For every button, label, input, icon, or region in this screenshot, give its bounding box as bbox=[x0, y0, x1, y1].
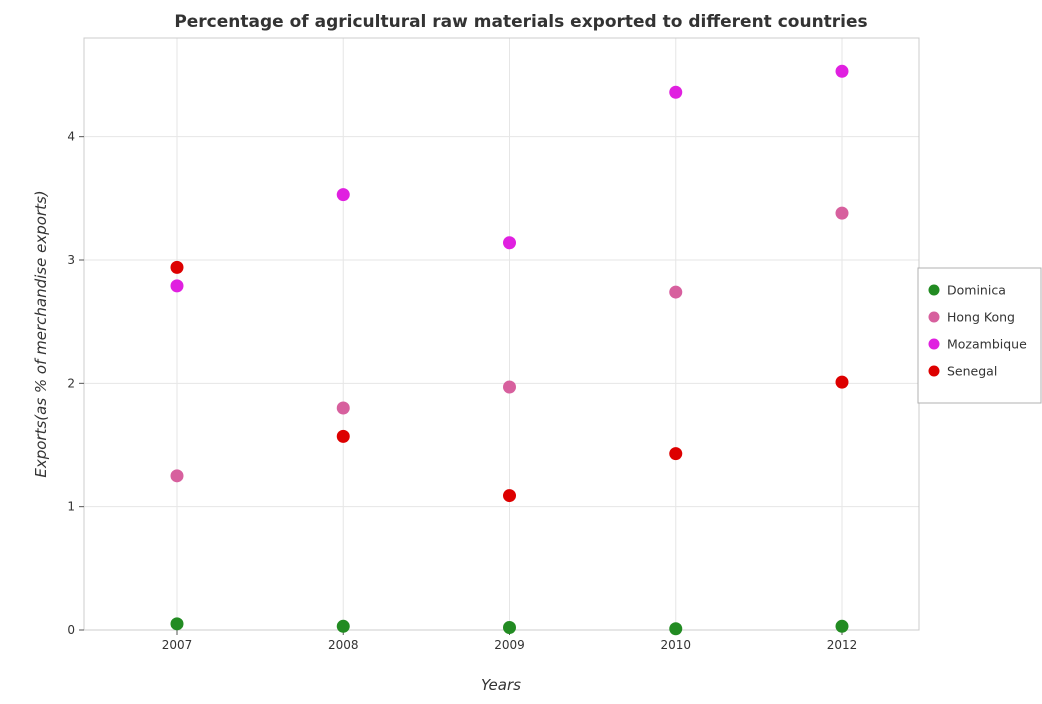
y-tick-label: 2 bbox=[67, 376, 75, 390]
x-tick-label: 2012 bbox=[827, 638, 858, 652]
x-axis-label: Years bbox=[481, 676, 521, 694]
series-mozambique bbox=[170, 64, 849, 293]
data-point bbox=[503, 489, 516, 503]
data-point bbox=[503, 236, 516, 250]
y-tick-label: 1 bbox=[67, 500, 75, 514]
data-point bbox=[669, 85, 683, 99]
legend-label: Mozambique bbox=[947, 337, 1027, 352]
data-point bbox=[336, 429, 350, 443]
y-axis-ticks: 0 1 2 3 4 bbox=[67, 130, 84, 637]
data-point bbox=[170, 279, 184, 293]
legend-label: Hong Kong bbox=[947, 310, 1015, 325]
series-senegal bbox=[170, 260, 849, 503]
y-tick-label: 0 bbox=[67, 623, 75, 637]
y-tick-label: 3 bbox=[67, 253, 75, 267]
data-point bbox=[669, 285, 683, 299]
data-point bbox=[669, 622, 683, 636]
y-axis-label: Exports(as % of merchandise exports) bbox=[32, 190, 50, 477]
data-points bbox=[170, 64, 849, 636]
x-tick-label: 2009 bbox=[494, 638, 525, 652]
chart-title: Percentage of agricultural raw materials… bbox=[174, 12, 867, 32]
data-point bbox=[669, 447, 683, 461]
data-point bbox=[835, 64, 849, 78]
legend-marker bbox=[928, 338, 940, 350]
data-point bbox=[336, 188, 350, 202]
x-tick-label: 2008 bbox=[328, 638, 359, 652]
series-hong-kong bbox=[170, 206, 849, 483]
data-point bbox=[503, 380, 516, 394]
data-point bbox=[170, 260, 184, 274]
data-point bbox=[835, 206, 849, 220]
legend-label: Senegal bbox=[947, 364, 997, 379]
series-dominica bbox=[170, 617, 849, 636]
data-point bbox=[835, 375, 849, 389]
data-point bbox=[835, 619, 849, 633]
x-tick-label: 2010 bbox=[660, 638, 691, 652]
grid bbox=[84, 38, 919, 631]
legend: Dominica Hong Kong Mozambique Senegal bbox=[917, 267, 1042, 404]
legend-marker bbox=[928, 284, 940, 296]
data-point bbox=[170, 469, 184, 483]
x-axis-ticks: 2007 2008 2009 2010 2012 bbox=[162, 630, 858, 652]
y-tick-label: 4 bbox=[67, 130, 75, 144]
data-point bbox=[336, 619, 350, 633]
data-point bbox=[503, 621, 516, 635]
legend-marker bbox=[928, 365, 940, 377]
legend-marker bbox=[928, 311, 940, 323]
plot-frame bbox=[83, 37, 920, 631]
x-tick-label: 2007 bbox=[162, 638, 193, 652]
data-point bbox=[336, 401, 350, 415]
legend-label: Dominica bbox=[947, 283, 1006, 298]
data-point bbox=[170, 617, 184, 631]
